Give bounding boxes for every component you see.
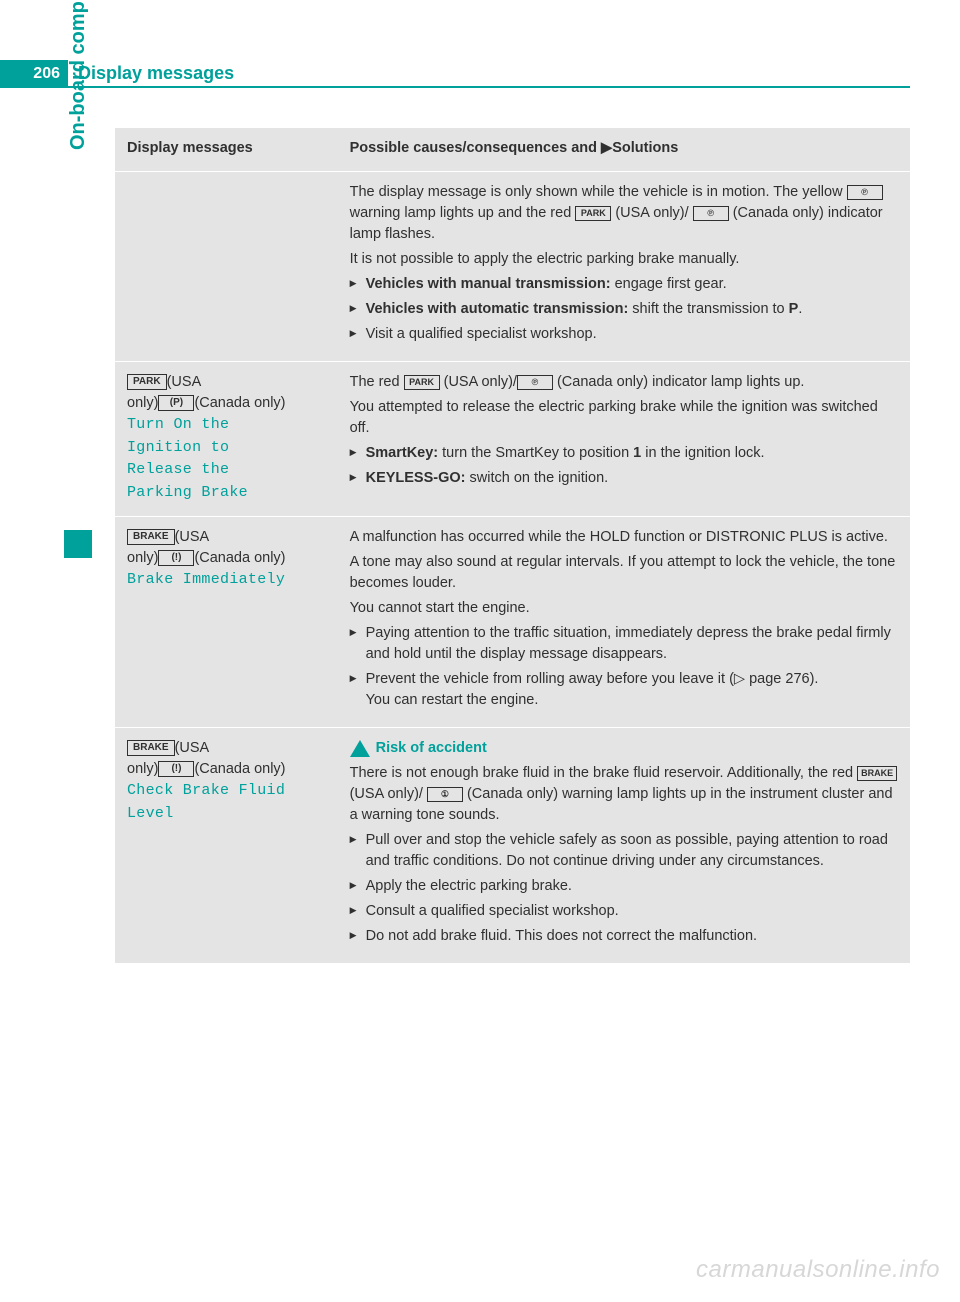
message-cell: BRAKE(USAonly)(!)(Canada only)Brake Imme… (115, 517, 338, 728)
solution-text: You attempted to release the electric pa… (350, 397, 898, 439)
header-strip: 206 Display messages (0, 60, 910, 88)
solution-cell: Risk of accident There is not enough brak… (338, 728, 910, 964)
display-message-text: Brake Immediately (127, 569, 326, 592)
display-message-text: Check Brake FluidLevel (127, 780, 326, 825)
action-list: Vehicles with manual transmission: engag… (350, 274, 898, 345)
table-head-right: Possible causes/consequences and ▶ Solut… (338, 128, 910, 172)
table-row: BRAKE(USAonly)(!)(Canada only)Brake Imme… (115, 517, 910, 728)
indicator-icon: BRAKE (127, 740, 175, 756)
message-cell: PARK(USAonly)(P)(Canada only)Turn On the… (115, 362, 338, 517)
indicator-icon: PARK (127, 374, 167, 390)
solution-text: The display message is only shown while … (350, 182, 898, 245)
indicator-icon: BRAKE (127, 529, 175, 545)
action-item: Paying attention to the traffic situatio… (350, 623, 898, 665)
side-tab-block (64, 530, 92, 558)
section-title: Display messages (78, 60, 234, 86)
table-row: PARK(USAonly)(P)(Canada only)Turn On the… (115, 362, 910, 517)
solution-text: A tone may also sound at regular interva… (350, 552, 898, 594)
action-item: Consult a qualified specialist workshop. (350, 901, 898, 922)
message-cell (115, 172, 338, 362)
action-item: Vehicles with manual transmission: engag… (350, 274, 898, 295)
action-item: Visit a qualified specialist workshop. (350, 324, 898, 345)
page-number: 206 (0, 60, 68, 88)
table-row: The display message is only shown while … (115, 172, 910, 362)
indicator-icon: (P) (158, 395, 194, 411)
action-list: Paying attention to the traffic situatio… (350, 623, 898, 711)
indicator-icon: (!) (158, 761, 194, 777)
watermark: carmanualsonline.info (696, 1253, 940, 1288)
content-area: Display messages Possible causes/consequ… (115, 128, 910, 964)
indicator-icon: (!) (158, 550, 194, 566)
section-title-bar: Display messages (68, 60, 910, 88)
action-item: Vehicles with automatic transmission: sh… (350, 299, 898, 320)
action-item: KEYLESS-GO: switch on the ignition. (350, 468, 898, 489)
messages-table: Display messages Possible causes/consequ… (115, 128, 910, 964)
action-item: SmartKey: turn the SmartKey to position … (350, 443, 898, 464)
solution-cell: The display message is only shown while … (338, 172, 910, 362)
solution-cell: A malfunction has occurred while the HOL… (338, 517, 910, 728)
solution-cell: The red PARK (USA only)/℗ (Canada only) … (338, 362, 910, 517)
risk-heading: Risk of accident (350, 738, 898, 759)
action-item: Do not add brake fluid. This does not co… (350, 926, 898, 947)
action-list: SmartKey: turn the SmartKey to position … (350, 443, 898, 489)
table-head-left: Display messages (115, 128, 338, 172)
solution-text: A malfunction has occurred while the HOL… (350, 527, 898, 548)
table-row: BRAKE(USAonly)(!)(Canada only)Check Brak… (115, 728, 910, 964)
solution-text: The red PARK (USA only)/℗ (Canada only) … (350, 372, 898, 393)
message-cell: BRAKE(USAonly)(!)(Canada only)Check Brak… (115, 728, 338, 964)
action-list: Pull over and stop the vehicle safely as… (350, 830, 898, 947)
action-item: Pull over and stop the vehicle safely as… (350, 830, 898, 872)
side-tab-label: On-board computer and displays (64, 0, 93, 150)
display-message-text: Turn On theIgnition toRelease theParking… (127, 414, 326, 504)
solution-text: It is not possible to apply the electric… (350, 249, 898, 270)
solution-text: You cannot start the engine. (350, 598, 898, 619)
solution-text: There is not enough brake fluid in the b… (350, 763, 898, 826)
warning-triangle-icon (350, 740, 370, 757)
page: 206 Display messages On-board computer a… (0, 0, 960, 1024)
action-item: Apply the electric parking brake. (350, 876, 898, 897)
action-item: Prevent the vehicle from rolling away be… (350, 669, 898, 711)
